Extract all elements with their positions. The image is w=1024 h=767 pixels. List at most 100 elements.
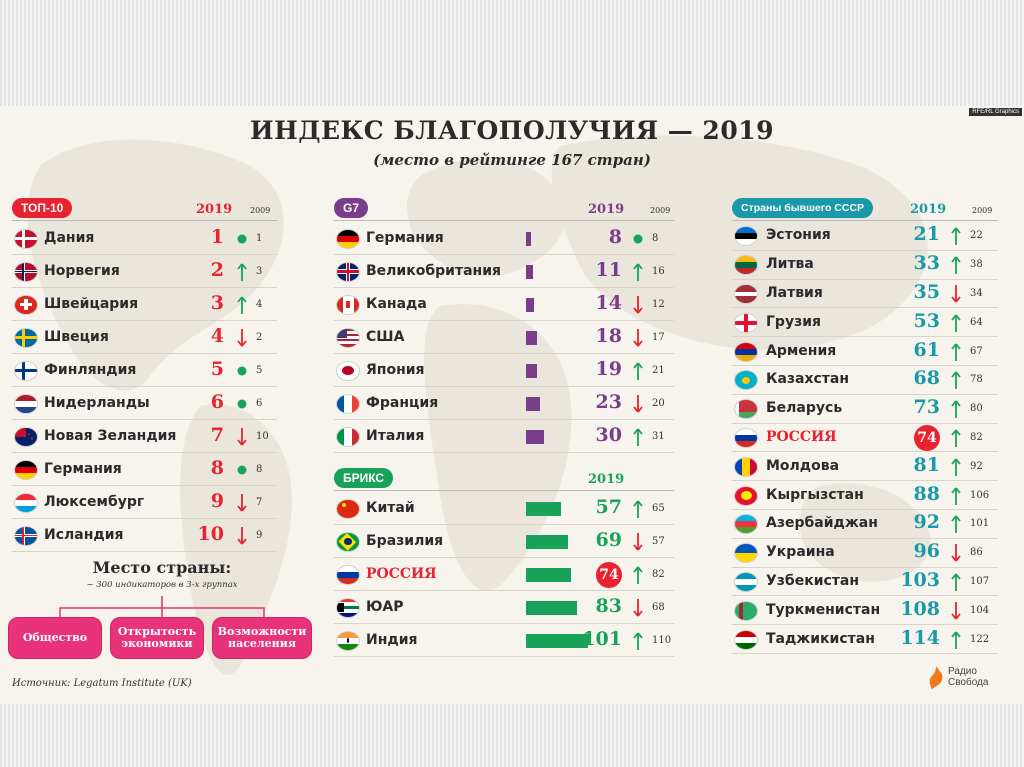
arrow-up-icon	[950, 486, 962, 506]
rank-bar	[526, 231, 531, 246]
arrow-down-icon	[950, 601, 962, 621]
col-2019-g7: 2019	[588, 202, 625, 217]
rank-value: 8	[608, 225, 622, 248]
rank-2009: 9	[256, 529, 263, 541]
flag-kyrgyzstan-icon	[734, 485, 758, 506]
rank-2009: 16	[652, 265, 665, 277]
group-connector	[59, 596, 265, 618]
header-rule	[334, 490, 674, 491]
arrow-up-icon	[950, 255, 962, 275]
flag-norway-icon	[14, 261, 38, 282]
header-rule	[12, 220, 277, 221]
table-row: Армения 61 67	[732, 337, 998, 366]
rank-value: 53	[913, 309, 940, 332]
rank-value: 14	[595, 291, 622, 314]
flag-india-icon	[336, 630, 360, 651]
rank-2009: 82	[970, 431, 983, 443]
col-2019-ussr: 2019	[910, 202, 947, 217]
rank-2009: 104	[970, 604, 990, 616]
arrow-down-icon	[632, 598, 644, 618]
flag-new_zealand-icon	[14, 426, 38, 447]
table-row: Канада 14 12	[334, 288, 674, 321]
flag-france-icon	[336, 393, 360, 414]
table-row: Беларусь 73 80	[732, 395, 998, 424]
rank-2009: 92	[970, 460, 983, 472]
rank-2009: 82	[652, 568, 665, 580]
country-name: РОССИЯ	[766, 428, 837, 445]
flag-ukraine-icon	[734, 543, 758, 564]
rank-2009: 57	[652, 535, 665, 547]
rank-value: 10	[197, 522, 224, 545]
arrow-up-icon	[950, 399, 962, 419]
rank-value: 30	[595, 423, 622, 446]
country-name: Япония	[366, 361, 425, 378]
rank-value: 1	[210, 225, 224, 248]
flag-uk-icon	[336, 261, 360, 282]
rank-2009: 122	[970, 633, 990, 645]
flag-germany-icon	[336, 228, 360, 249]
arrow-up-icon	[236, 295, 248, 315]
rank-2009: 2	[256, 331, 263, 343]
country-name: Бразилия	[366, 532, 444, 549]
flag-luxembourg-icon	[14, 492, 38, 513]
rank-bar	[526, 501, 561, 516]
rank-value: 7	[210, 423, 224, 446]
table-row: Украина 96 86	[732, 539, 998, 568]
arrow-up-icon	[950, 342, 962, 362]
rank-value: 81	[913, 453, 940, 476]
arrow-down-icon	[632, 532, 644, 552]
flag-netherlands-icon	[14, 393, 38, 414]
rank-2009: 65	[652, 502, 665, 514]
country-name: Финляндия	[44, 361, 137, 378]
table-row: Бразилия 69 57	[334, 525, 674, 558]
rank-2009: 38	[970, 259, 983, 271]
no-change-dot-icon	[236, 460, 248, 480]
country-name: Грузия	[766, 313, 822, 330]
flag-italy-icon	[336, 426, 360, 447]
table-row: Исландия 10 9	[12, 519, 277, 552]
rank-2009: 107	[970, 575, 990, 587]
flag-russia-icon	[734, 427, 758, 448]
rank-bar	[526, 264, 533, 279]
table-row: Германия 8 8	[12, 453, 277, 486]
col-2019-brics: 2019	[588, 472, 625, 487]
arrow-up-icon	[950, 226, 962, 246]
table-row: Япония 19 21	[334, 354, 674, 387]
rank-value: 61	[913, 338, 940, 361]
table-row: Молдова 81 92	[732, 452, 998, 482]
table-row: Эстония 21 22	[732, 222, 998, 251]
rank-value: 2	[210, 258, 224, 281]
country-name: Великобритания	[366, 262, 501, 279]
flag-turkmenistan-icon	[734, 600, 758, 621]
panel-ussr: Страны бывшего СССР 2019 2009 Эстония 21 2…	[732, 198, 998, 668]
country-name: Италия	[366, 427, 425, 444]
table-row: Узбекистан 103 107	[732, 568, 998, 597]
rank-value: 18	[595, 324, 622, 347]
rank-2009: 20	[652, 397, 665, 409]
header-rule	[732, 220, 998, 221]
rank-2009: 5	[256, 364, 263, 376]
rank-bar	[526, 297, 535, 312]
group-economy: Открытость экономики	[110, 617, 204, 659]
rank-value: 21	[913, 223, 940, 246]
rank-2009: 31	[652, 430, 665, 442]
rank-value: 92	[913, 511, 940, 534]
rank-value: 108	[900, 597, 940, 620]
rank-2009: 106	[970, 489, 990, 501]
flag-tajikistan-icon	[734, 629, 758, 650]
panel-label-brics: БРИКС	[334, 468, 394, 488]
arrow-up-icon	[950, 630, 962, 650]
page-subtitle: (место в рейтинге 167 стран)	[373, 151, 651, 169]
rank-value: 88	[913, 482, 940, 505]
arrow-up-icon	[950, 313, 962, 333]
col-2009-top10: 2009	[250, 206, 271, 215]
table-row: США 18 17	[334, 321, 674, 354]
table-row: Германия 8 8	[334, 222, 674, 255]
table-row: Нидерланды 6 6	[12, 387, 277, 420]
rank-bar	[526, 363, 538, 378]
country-name: Таджикистан	[766, 630, 875, 647]
infographic: RFE/RL Graphics ИНДЕКС БЛАГОПОЛУЧИЯ — 20…	[0, 106, 1024, 704]
table-row: Норвегия 2 3	[12, 255, 277, 288]
flag-switzerland-icon	[14, 294, 38, 315]
rank-value: 4	[210, 324, 224, 347]
